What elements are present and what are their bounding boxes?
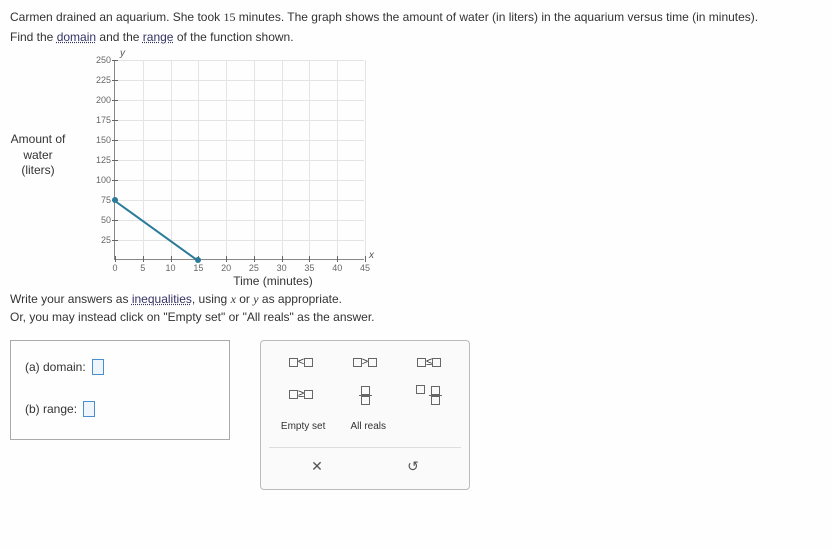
text: Write your answers as xyxy=(10,292,132,306)
inequalities-link[interactable]: inequalities xyxy=(132,292,192,306)
x-tick: 35 xyxy=(304,263,314,273)
y-tick: 175 xyxy=(89,115,111,125)
text: and the xyxy=(96,30,143,44)
y-tick: 150 xyxy=(89,135,111,145)
x-var: x xyxy=(369,250,374,261)
plot: x 25507510012515017520022525005101520253… xyxy=(114,60,364,260)
answer-pane: (a) domain: (b) range: < > ≤ ≥ Empty set… xyxy=(10,340,821,490)
range-input[interactable] xyxy=(83,401,95,417)
minutes-value: 15 xyxy=(223,10,235,24)
x-tick: 40 xyxy=(332,263,342,273)
reset-button[interactable]: ↺ xyxy=(397,454,429,479)
fraction-button[interactable] xyxy=(342,381,388,406)
x-axis-label: Time (minutes) xyxy=(148,274,398,288)
x-tick: 10 xyxy=(166,263,176,273)
domain-label: (a) domain: xyxy=(25,360,86,374)
y-var: y xyxy=(120,48,125,59)
domain-row: (a) domain: xyxy=(25,359,215,375)
empty-set-button[interactable]: Empty set xyxy=(277,419,329,434)
problem-line-2: Find the domain and the range of the fun… xyxy=(10,30,821,44)
range-row: (b) range: xyxy=(25,401,215,417)
x-tick: 15 xyxy=(193,263,203,273)
y-tick: 250 xyxy=(89,55,111,65)
ge-button[interactable]: ≥ xyxy=(278,386,324,402)
text: of the function shown. xyxy=(173,30,293,44)
y-tick: 100 xyxy=(89,175,111,185)
x-tick: 0 xyxy=(112,263,117,273)
y-axis-label: Amount of water (liters) xyxy=(10,132,66,179)
y-tick: 25 xyxy=(89,235,111,245)
text: minutes. The graph shows the amount of w… xyxy=(235,10,758,24)
answer-instructions: Write your answers as inequalities, usin… xyxy=(10,290,821,326)
all-reals-button[interactable]: All reals xyxy=(345,419,391,434)
y-tick: 225 xyxy=(89,75,111,85)
text: , using xyxy=(192,292,231,306)
y-tick: 125 xyxy=(89,155,111,165)
gt-button[interactable]: > xyxy=(342,354,388,370)
range-label: (b) range: xyxy=(25,402,77,416)
range-link[interactable]: range xyxy=(143,30,174,44)
endpoint xyxy=(112,197,118,203)
domain-input[interactable] xyxy=(92,359,104,375)
text: as appropriate. xyxy=(259,292,342,306)
text: Carmen drained an aquarium. She took xyxy=(10,10,223,24)
text: Or, you may instead click on "Empty set"… xyxy=(10,308,821,326)
x-tick: 20 xyxy=(221,263,231,273)
x-tick: 30 xyxy=(277,263,287,273)
endpoint xyxy=(195,257,201,263)
clear-button[interactable]: ✕ xyxy=(301,454,333,479)
x-tick: 5 xyxy=(140,263,145,273)
problem-line-1: Carmen drained an aquarium. She took 15 … xyxy=(10,8,821,26)
text: or xyxy=(236,292,253,306)
domain-link[interactable]: domain xyxy=(57,30,96,44)
function-line xyxy=(114,200,198,262)
y-tick: 50 xyxy=(89,215,111,225)
answer-box: (a) domain: (b) range: xyxy=(10,340,230,440)
symbol-palette: < > ≤ ≥ Empty set All reals x ✕ ↺ xyxy=(260,340,470,490)
text: Find the xyxy=(10,30,57,44)
mixed-fraction-button[interactable] xyxy=(406,381,452,406)
y-tick: 200 xyxy=(89,95,111,105)
x-tick: 25 xyxy=(249,263,259,273)
x-tick: 45 xyxy=(360,263,370,273)
chart-area: Amount of water (liters) y x 25507510012… xyxy=(70,54,450,284)
le-button[interactable]: ≤ xyxy=(406,354,452,370)
y-tick: 75 xyxy=(89,195,111,205)
lt-button[interactable]: < xyxy=(278,354,324,370)
